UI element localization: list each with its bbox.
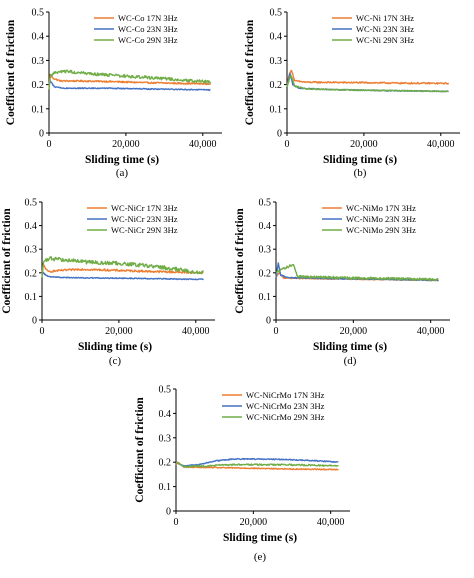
series-line-2 [48, 69, 212, 90]
y-axis-title: Coefficient of friction [244, 19, 256, 125]
series-line-1 [41, 271, 204, 281]
legend-entry: WC-NiCr 23N 3Hz [111, 214, 178, 224]
y-tick-label: 0 [266, 316, 271, 327]
y-tick-label: 0.3 [270, 56, 283, 67]
chart-panel-3: 0 0.1 0.2 0.3 0.4 0.5 0 20,000 40,000 Sliding tim… [234, 198, 450, 367]
y-tick-label: 0.1 [270, 104, 283, 115]
legend-entry: WC-Ni 17N 3Hz [356, 13, 414, 23]
x-tick-label: 40,000 [189, 139, 217, 150]
y-tick-label: 0 [39, 129, 44, 140]
y-axis-title: Coefficient of friction [134, 397, 146, 503]
legend-entry: WC-Co 29N 3Hz [118, 35, 178, 45]
y-tick-label: 0.5 [25, 198, 38, 209]
panel-label: (a) [116, 167, 129, 179]
chart-panel-1: 0 0.1 0.2 0.3 0.4 0.5 0 20,000 40,000 Sliding tim… [244, 8, 460, 179]
legend-entry: WC-NiCrMo 17N 3Hz [246, 390, 325, 400]
panel-label: (d) [344, 355, 357, 367]
series-line-0 [41, 263, 204, 276]
legend-entry: WC-NiCr 17N 3Hz [111, 203, 178, 213]
legend-entry: WC-NiMo 29N 3Hz [346, 225, 416, 235]
series-line-2 [275, 263, 439, 282]
y-tick-label: 0.2 [32, 80, 45, 91]
y-tick-label: 0.3 [25, 245, 38, 256]
legend-entry: WC-Ni 23N 3Hz [356, 24, 414, 34]
y-tick-label: 0 [166, 507, 171, 518]
series-line-2 [286, 74, 450, 93]
y-axis-title: Coefficient of friction [1, 208, 13, 314]
legend-entry: WC-Co 17N 3Hz [118, 13, 178, 23]
y-tick-label: 0.1 [32, 104, 45, 115]
y-tick-label: 0.1 [159, 482, 172, 493]
legend-entry: WC-NiCr 29N 3Hz [111, 225, 178, 235]
panel-label: (b) [354, 167, 367, 179]
legend-entry: WC-Co 23N 3Hz [118, 24, 178, 34]
y-tick-label: 0.5 [32, 8, 45, 19]
y-tick-label: 0 [277, 129, 282, 140]
x-axis-title: Sliding time (s) [78, 341, 152, 353]
y-tick-label: 0.2 [159, 458, 172, 469]
x-tick-label: 40,000 [427, 139, 455, 150]
y-tick-label: 0.3 [159, 433, 172, 444]
legend-entry: WC-Ni 29N 3Hz [356, 35, 414, 45]
y-axis-title: Coefficient of friction [234, 208, 246, 314]
y-axis-title: Coefficient of friction [5, 19, 17, 125]
y-tick-label: 0.4 [259, 221, 272, 232]
x-axis-title: Sliding time (s) [223, 532, 297, 544]
series-line-2 [175, 461, 339, 468]
x-tick-label: 20,000 [112, 139, 140, 150]
y-tick-label: 0 [32, 316, 37, 327]
series-line-0 [48, 73, 212, 88]
legend-entry: WC-NiCrMo 23N 3Hz [246, 401, 325, 411]
x-tick-label: 0 [40, 326, 45, 337]
y-tick-label: 0.4 [25, 221, 38, 232]
x-tick-label: 0 [285, 139, 290, 150]
x-tick-label: 0 [47, 139, 52, 150]
legend-entry: WC-NiMo 23N 3Hz [346, 214, 416, 224]
x-axis-title: Sliding time (s) [323, 154, 397, 166]
panel-label: (c) [109, 355, 122, 367]
y-tick-label: 0.4 [159, 409, 172, 420]
y-tick-label: 0.3 [32, 56, 45, 67]
x-tick-label: 20,000 [340, 326, 368, 337]
y-tick-label: 0.4 [270, 32, 283, 43]
y-tick-label: 0.3 [259, 245, 272, 256]
chart-panel-2: 0 0.1 0.2 0.3 0.4 0.5 0 20,000 40,000 Sliding tim… [1, 198, 215, 367]
y-tick-label: 0.1 [25, 292, 38, 303]
x-tick-label: 40,000 [417, 326, 445, 337]
x-axis-title: Sliding time (s) [85, 154, 159, 166]
series-line-0 [175, 461, 339, 471]
y-tick-label: 0.2 [25, 268, 38, 279]
y-tick-label: 0.5 [159, 385, 172, 396]
y-tick-label: 0.2 [259, 268, 272, 279]
x-tick-label: 0 [174, 517, 179, 528]
y-tick-label: 0.1 [259, 292, 272, 303]
series-line-1 [48, 80, 211, 92]
y-tick-label: 0.5 [259, 198, 272, 209]
y-tick-label: 0.5 [270, 8, 283, 19]
x-tick-label: 20,000 [105, 326, 133, 337]
series-line-2 [41, 256, 204, 278]
chart-panel-4: 0 0.1 0.2 0.3 0.4 0.5 0 20,000 40,000 Sliding tim… [134, 385, 350, 563]
y-tick-label: 0.2 [270, 80, 283, 91]
legend-entry: WC-NiCrMo 29N 3Hz [246, 412, 325, 422]
x-tick-label: 40,000 [182, 326, 210, 337]
x-tick-label: 20,000 [350, 139, 378, 150]
x-tick-label: 0 [274, 326, 279, 337]
x-tick-label: 20,000 [240, 517, 268, 528]
chart-panel-0: 0 0.1 0.2 0.3 0.4 0.5 0 20,000 40,000 Sliding tim… [5, 8, 222, 179]
panel-label: (e) [254, 551, 267, 563]
series-line-1 [175, 457, 339, 467]
legend-entry: WC-NiMo 17N 3Hz [346, 203, 416, 213]
x-axis-title: Sliding time (s) [313, 341, 387, 353]
x-tick-label: 40,000 [317, 517, 345, 528]
series-line-0 [286, 69, 450, 88]
y-tick-label: 0.4 [32, 32, 45, 43]
